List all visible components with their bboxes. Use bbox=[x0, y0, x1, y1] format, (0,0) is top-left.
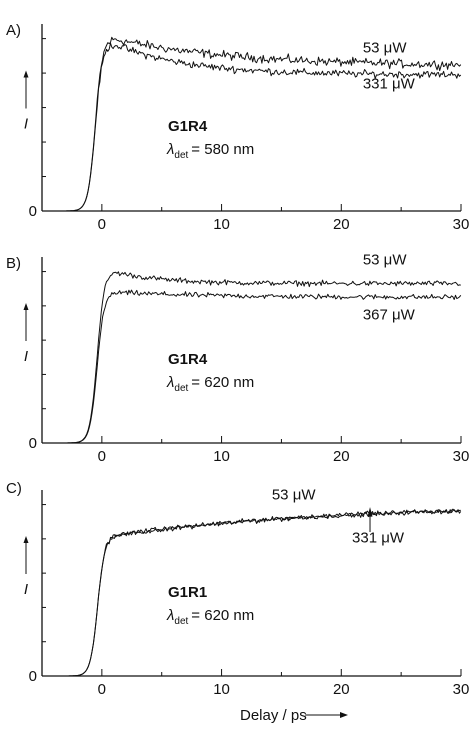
x-tick-label: 10 bbox=[213, 448, 230, 465]
x-tick-label: 20 bbox=[333, 448, 350, 465]
series-line-1 bbox=[42, 36, 462, 212]
y-axis-label: I bbox=[24, 348, 28, 365]
x-label-arrowhead bbox=[340, 712, 348, 718]
x-tick-label: 20 bbox=[333, 216, 350, 233]
y-axis-label: I bbox=[24, 116, 28, 133]
panel-b: 0 0 10 20 30 B) I 53 μW 367 μW G1R4 λdet = 620 nm bbox=[6, 252, 469, 465]
series-line-2 bbox=[42, 509, 461, 677]
panel-label: B) bbox=[6, 255, 21, 272]
detection-label: λdet = 620 nm bbox=[166, 607, 254, 627]
series-line-2 bbox=[42, 289, 462, 444]
x-tick-label: 30 bbox=[453, 448, 470, 465]
series-annotation: 53 μW bbox=[363, 252, 407, 269]
x-tick-label: 10 bbox=[213, 681, 230, 698]
annotation-arrowhead bbox=[367, 507, 373, 517]
y-label-arrowhead bbox=[23, 303, 29, 310]
x-tick-label: 0 bbox=[98, 681, 106, 698]
series-annotation: 367 μW bbox=[363, 307, 416, 324]
sample-label: G1R4 bbox=[168, 351, 208, 368]
panel-c: 0 0 10 20 30 C) I 53 μW 331 μW G1R1 λdet = 620 nm De… bbox=[6, 480, 469, 724]
y-tick-label: 0 bbox=[29, 203, 37, 220]
series-annotation: 53 μW bbox=[363, 39, 407, 56]
y-tick-label: 0 bbox=[29, 668, 37, 685]
y-label-arrowhead bbox=[23, 70, 29, 78]
y-label-arrowhead bbox=[23, 536, 29, 543]
x-tick-label: 30 bbox=[453, 681, 470, 698]
panel-a: 0 0 10 20 30 A) I 53 μW 331 μW G1R4 λdet = 580 nm bbox=[6, 22, 469, 233]
detection-label: λdet = 620 nm bbox=[166, 374, 254, 394]
x-tick-label: 0 bbox=[98, 216, 106, 233]
series-annotation: 331 μW bbox=[363, 76, 416, 93]
x-tick-label: 30 bbox=[453, 216, 470, 233]
panel-label: A) bbox=[6, 22, 21, 39]
detection-label: λdet = 580 nm bbox=[166, 141, 254, 161]
sample-label: G1R1 bbox=[168, 584, 207, 601]
series-annotation: 53 μW bbox=[272, 486, 316, 503]
y-axis-label: I bbox=[24, 581, 28, 598]
x-axis-label: Delay / ps bbox=[240, 707, 307, 724]
x-tick-label: 0 bbox=[98, 448, 106, 465]
series-line-2 bbox=[42, 42, 462, 212]
panel-label: C) bbox=[6, 480, 22, 497]
sample-label: G1R4 bbox=[168, 118, 208, 135]
series-line-1 bbox=[42, 271, 461, 444]
y-tick-label: 0 bbox=[29, 435, 37, 452]
x-tick-label: 10 bbox=[213, 216, 230, 233]
x-tick-label: 20 bbox=[333, 681, 350, 698]
series-annotation: 331 μW bbox=[352, 529, 405, 546]
